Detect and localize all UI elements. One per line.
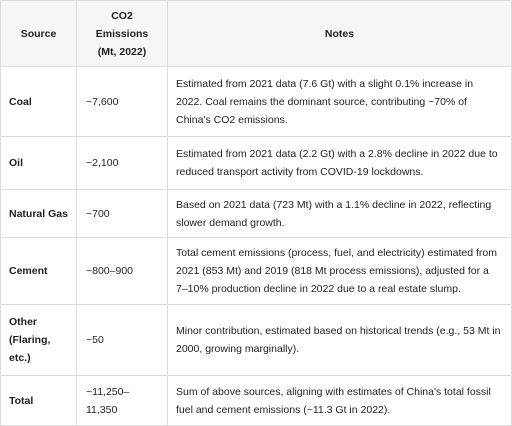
table-row-total: Total ~11,250–11,350 Sum of above source…: [0, 375, 512, 426]
header-row: Source CO2 Emissions (Mt, 2022) Notes: [0, 0, 512, 67]
cell-emissions: ~7,600: [76, 66, 168, 137]
cell-source: Total: [0, 375, 77, 426]
cell-source: Natural Gas: [0, 189, 77, 238]
cell-notes: Minor contribution, estimated based on h…: [167, 304, 512, 376]
cell-source: Other (Flaring, etc.): [0, 304, 77, 376]
cell-emissions: ~700: [76, 189, 168, 238]
table-row: Coal ~7,600 Estimated from 2021 data (7.…: [0, 66, 512, 137]
cell-notes: Based on 2021 data (723 Mt) with a 1.1% …: [167, 189, 512, 238]
header-source: Source: [0, 0, 77, 67]
table-row: Oil ~2,100 Estimated from 2021 data (2.2…: [0, 136, 512, 190]
cell-notes: Sum of above sources, aligning with esti…: [167, 375, 512, 426]
table-header: Source CO2 Emissions (Mt, 2022) Notes: [0, 0, 512, 67]
table-row: Natural Gas ~700 Based on 2021 data (723…: [0, 189, 512, 238]
table-body: Coal ~7,600 Estimated from 2021 data (7.…: [0, 66, 512, 426]
cell-emissions: ~800–900: [76, 237, 168, 305]
cell-emissions: ~50: [76, 304, 168, 376]
header-emissions: CO2 Emissions (Mt, 2022): [76, 0, 168, 67]
cell-notes: Total cement emissions (process, fuel, a…: [167, 237, 512, 305]
cell-notes: Estimated from 2021 data (7.6 Gt) with a…: [167, 66, 512, 137]
cell-source: Cement: [0, 237, 77, 305]
cell-notes: Estimated from 2021 data (2.2 Gt) with a…: [167, 136, 512, 190]
table-row: Other (Flaring, etc.) ~50 Minor contribu…: [0, 304, 512, 376]
table-row: Cement ~800–900 Total cement emissions (…: [0, 237, 512, 305]
header-notes: Notes: [167, 0, 512, 67]
cell-emissions: ~2,100: [76, 136, 168, 190]
cell-source: Oil: [0, 136, 77, 190]
cell-source: Coal: [0, 66, 77, 137]
cell-emissions: ~11,250–11,350: [76, 375, 168, 426]
